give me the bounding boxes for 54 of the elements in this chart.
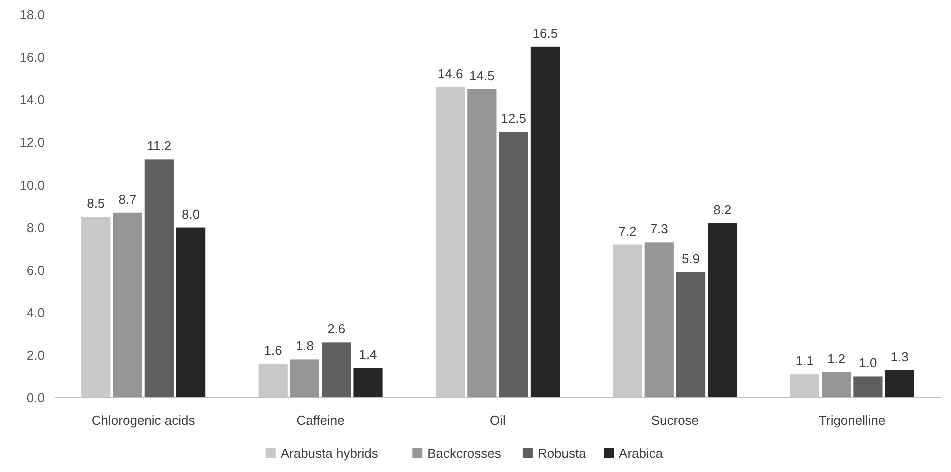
legend-label: Arabusta hybrids	[280, 446, 379, 461]
y-tick-label: 18.0	[20, 8, 45, 23]
data-label: 16.5	[532, 26, 558, 41]
y-tick-label: 16.0	[20, 50, 45, 66]
data-label: 5.9	[682, 251, 700, 266]
data-label: 1.2	[828, 351, 846, 366]
y-tick-label: 0.0	[26, 390, 45, 406]
data-label: 14.5	[470, 68, 495, 84]
data-label: 2.6	[328, 322, 346, 337]
y-tick-label: 10.0	[20, 178, 45, 193]
bar	[322, 342, 352, 398]
bar	[854, 376, 883, 398]
y-tick-label: 8.0	[26, 220, 45, 236]
y-tick-label: 2.0	[26, 348, 45, 363]
bar	[144, 160, 174, 398]
data-label: 1.4	[359, 347, 378, 362]
data-label: 1.0	[859, 356, 878, 371]
bar	[530, 46, 560, 398]
bar	[354, 368, 383, 398]
x-tick-label: Sucrose	[651, 413, 700, 428]
data-label: 8.7	[118, 192, 137, 207]
data-label: 1.3	[890, 349, 909, 364]
legend-label: Arabica	[619, 446, 664, 461]
bar	[290, 360, 320, 398]
y-tick-label: 4.0	[26, 305, 45, 320]
bar	[676, 272, 706, 398]
data-label: 8.2	[714, 202, 732, 218]
y-tick-label: 14.0	[20, 92, 45, 108]
bar	[708, 224, 738, 398]
data-label: 7.3	[650, 222, 668, 237]
data-label: 1.1	[796, 354, 814, 369]
y-tick-label: 12.0	[20, 135, 45, 150]
bar	[499, 132, 528, 398]
legend-label: Robusta	[538, 446, 588, 461]
legend-label: Backcrosses	[428, 446, 502, 461]
bar	[885, 370, 914, 398]
data-label: 14.6	[438, 66, 464, 82]
x-tick-label: Oil	[490, 413, 506, 428]
bar	[644, 242, 674, 398]
data-label: 8.5	[87, 196, 106, 212]
x-tick-label: Trigonelline	[819, 413, 886, 428]
data-label: 8.0	[182, 206, 200, 222]
data-label: 12.5	[501, 111, 526, 126]
bar	[468, 89, 497, 398]
bar	[113, 212, 142, 398]
bar	[822, 372, 852, 398]
x-tick-label: Chlorogenic acids	[92, 413, 196, 428]
data-label: 1.8	[296, 338, 314, 354]
x-tick-label: Caffeine	[296, 413, 345, 428]
data-label: 1.6	[264, 342, 282, 358]
bar	[176, 228, 206, 398]
data-label: 11.2	[147, 138, 172, 154]
y-tick-label: 6.0	[26, 262, 45, 278]
data-label: 7.2	[618, 224, 637, 239]
